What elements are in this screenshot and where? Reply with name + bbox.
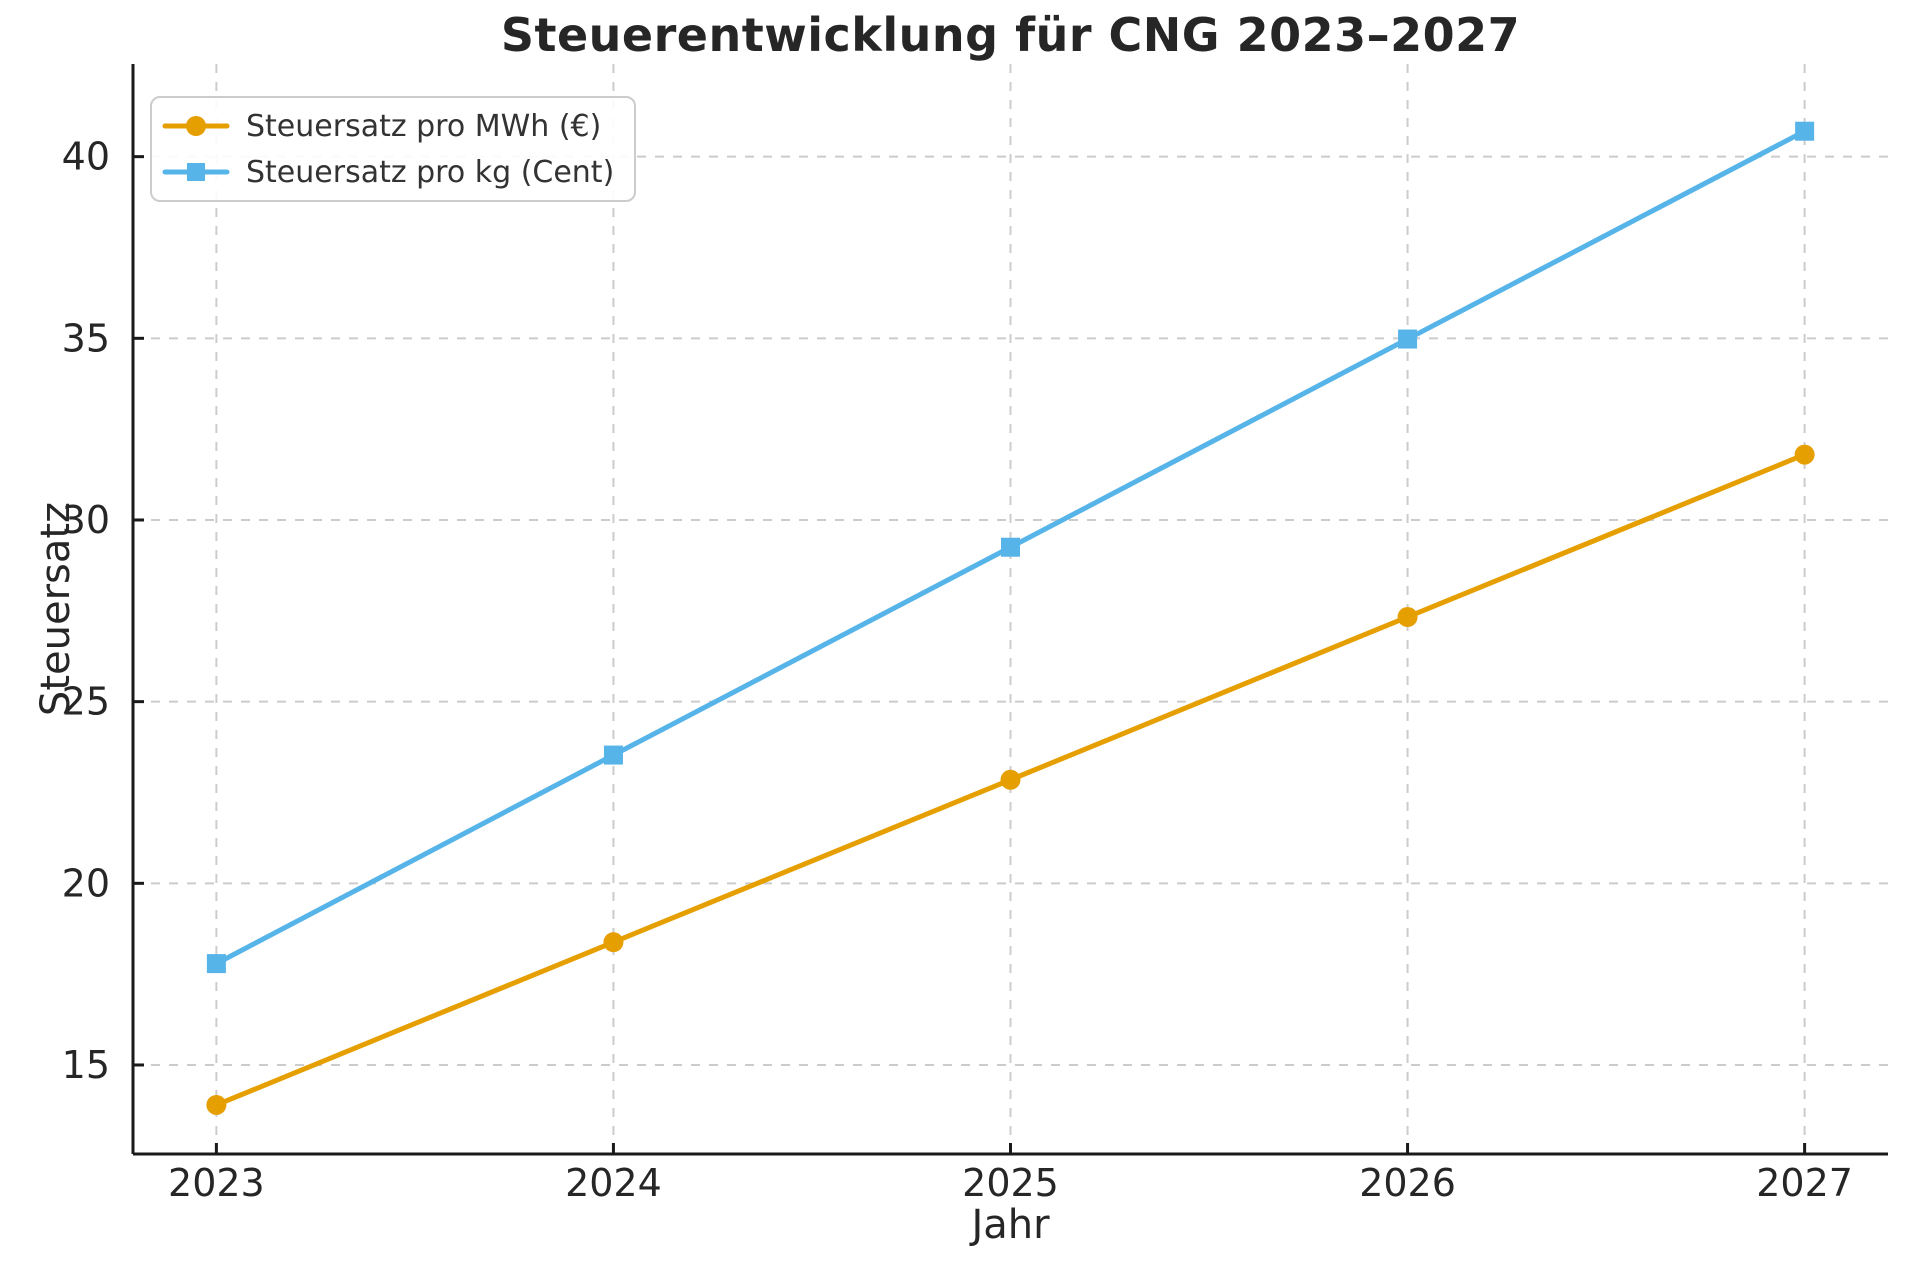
x-tick-label: 2025 — [962, 1161, 1059, 1205]
data-point-square — [206, 954, 226, 974]
y-axis-label: Steuersatz — [33, 501, 79, 717]
x-tick-label: 2024 — [565, 1161, 662, 1205]
data-point-circle — [603, 932, 624, 953]
chart-title: Steuerentwicklung für CNG 2023–2027 — [500, 8, 1521, 62]
data-point-circle — [1397, 606, 1418, 627]
data-point-circle — [1794, 444, 1815, 465]
data-point-square — [1795, 121, 1815, 141]
y-tick-label: 25 — [62, 680, 110, 724]
y-tick-label: 20 — [62, 861, 110, 905]
data-point-square — [1398, 329, 1418, 349]
legend-item: Steuersatz pro kg (Cent) — [162, 149, 614, 195]
data-point-circle — [1000, 769, 1021, 790]
legend: Steuersatz pro MWh (€) Steuersatz pro kg … — [150, 96, 637, 202]
legend-item: Steuersatz pro MWh (€) — [162, 103, 614, 149]
data-point-circle — [206, 1094, 227, 1115]
x-tick-label: 2023 — [168, 1161, 265, 1205]
legend-label: Steuersatz pro MWh (€) — [246, 108, 602, 144]
data-point-square — [603, 745, 623, 765]
y-tick-label: 35 — [62, 316, 110, 360]
y-tick-label: 30 — [62, 498, 110, 542]
legend-marker-square-icon — [162, 163, 230, 181]
legend-marker-circle-icon — [162, 116, 230, 136]
x-tick-label: 2027 — [1756, 1161, 1853, 1205]
x-axis-label: Jahr — [971, 1202, 1050, 1248]
legend-marker — [187, 163, 205, 181]
legend-marker — [186, 116, 206, 136]
x-tick-label: 2026 — [1359, 1161, 1456, 1205]
y-tick-label: 40 — [62, 135, 110, 179]
data-point-square — [1001, 537, 1020, 557]
y-tick-label: 15 — [62, 1043, 110, 1087]
legend-label: Steuersatz pro kg (Cent) — [246, 154, 615, 190]
